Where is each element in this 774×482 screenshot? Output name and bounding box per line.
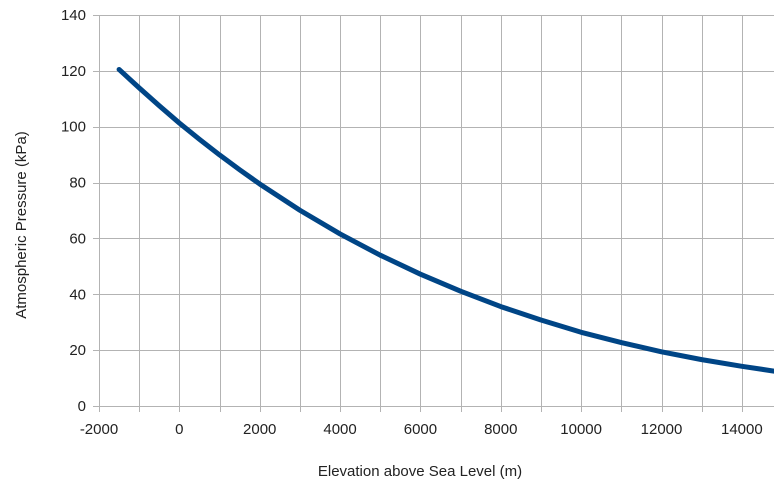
grid-lines bbox=[93, 15, 774, 412]
y-tick-label: 20 bbox=[69, 342, 86, 359]
series-layer bbox=[116, 66, 774, 374]
y-tick-label: 140 bbox=[61, 7, 86, 24]
tick-labels: -2000 0 2000 4000 6000 8000 10000 12000 14000 0 20… bbox=[61, 7, 763, 438]
x-tick-label: 12000 bbox=[641, 421, 683, 438]
y-tick-label: 40 bbox=[69, 286, 86, 303]
y-axis-label: Atmospheric Pressure (kPa) bbox=[13, 131, 30, 319]
y-tick-label: 120 bbox=[61, 63, 86, 80]
x-tick-label: 2000 bbox=[243, 421, 276, 438]
y-tick-label: 0 bbox=[78, 398, 86, 415]
y-tick-label: 60 bbox=[69, 230, 86, 247]
x-tick-label: 4000 bbox=[323, 421, 356, 438]
x-tick-label: 14000 bbox=[721, 421, 763, 438]
y-tick-label: 100 bbox=[61, 119, 86, 136]
x-tick-label: 10000 bbox=[560, 421, 602, 438]
x-tick-label: 6000 bbox=[404, 421, 437, 438]
pressure-series-line bbox=[116, 66, 774, 374]
x-tick-label: 0 bbox=[175, 421, 183, 438]
x-tick-label: 8000 bbox=[484, 421, 517, 438]
x-axis-label: Elevation above Sea Level (m) bbox=[318, 463, 522, 480]
x-tick-label: -2000 bbox=[80, 421, 118, 438]
y-tick-label: 80 bbox=[69, 175, 86, 192]
